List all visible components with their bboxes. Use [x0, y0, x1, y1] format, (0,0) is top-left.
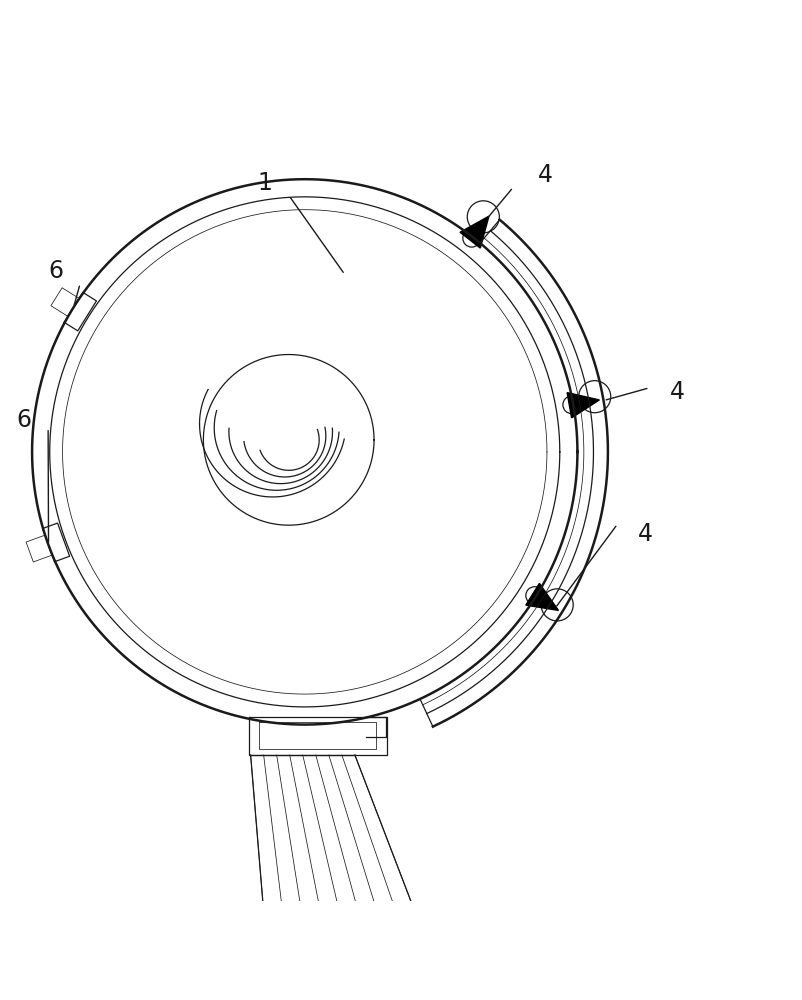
- Text: 4: 4: [638, 522, 653, 546]
- Text: 6: 6: [49, 259, 63, 283]
- Text: 1: 1: [257, 171, 272, 195]
- Text: 4: 4: [538, 163, 553, 187]
- Polygon shape: [460, 216, 489, 248]
- Polygon shape: [567, 393, 599, 418]
- Text: 4: 4: [670, 380, 685, 404]
- Text: 6: 6: [17, 408, 31, 432]
- Polygon shape: [526, 583, 558, 610]
